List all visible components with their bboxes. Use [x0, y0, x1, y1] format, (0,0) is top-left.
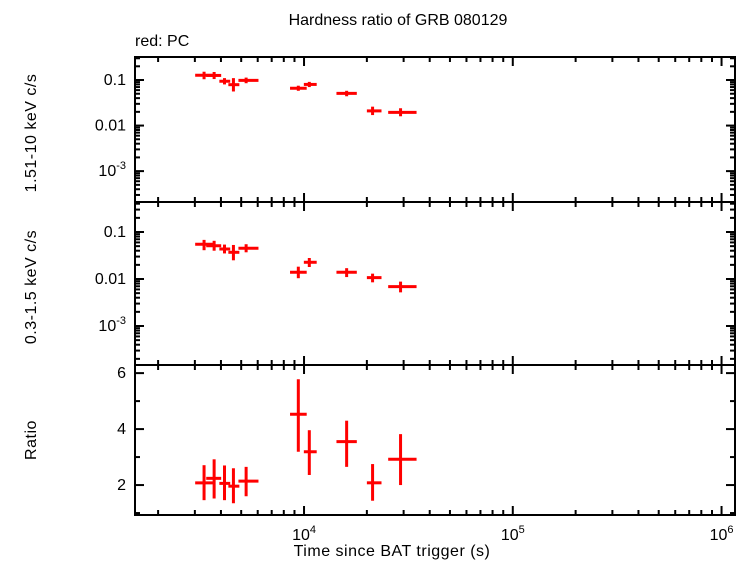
- x-tick-label: 104: [292, 524, 316, 544]
- data-point: [228, 468, 240, 504]
- data-point: [238, 244, 259, 253]
- y-axis-label-hard-band: 1.51-10 keV c/s: [23, 74, 40, 193]
- panel-frames: [134, 56, 736, 516]
- data-point: [303, 257, 317, 268]
- y-tick-label: 0.01: [95, 118, 126, 135]
- data-point: [388, 434, 417, 486]
- y-axis-label-soft-band: 0.3-1.5 keV c/s: [23, 230, 40, 344]
- data-points: [195, 71, 417, 504]
- x-tick-label: 105: [501, 524, 525, 544]
- data-point: [219, 465, 231, 501]
- data-point: [219, 78, 231, 85]
- data-point: [195, 465, 214, 501]
- data-point: [336, 420, 357, 467]
- y-axis-label-ratio: Ratio: [23, 420, 40, 460]
- data-point: [238, 77, 259, 84]
- data-point: [228, 78, 240, 92]
- data-point: [366, 464, 382, 501]
- chart-title: Hardness ratio of GRB 080129: [289, 12, 508, 29]
- y-tick-label: 4: [117, 421, 126, 438]
- y-tick-label: 6: [117, 365, 126, 382]
- data-point: [290, 85, 307, 91]
- y-tick-label: 10-3: [98, 160, 126, 180]
- panel-frame-soft-band-rate: [134, 201, 736, 366]
- y-tick-label: 0.1: [104, 224, 126, 241]
- data-point: [206, 459, 222, 499]
- data-point: [219, 244, 231, 254]
- data-point: [195, 239, 214, 251]
- data-point: [336, 90, 357, 97]
- x-tick-label: 106: [710, 524, 734, 544]
- x-axis-label: Time since BAT trigger (s): [294, 543, 491, 560]
- mode-annotation: red: PC: [135, 33, 189, 50]
- data-point: [206, 71, 222, 80]
- data-point: [388, 281, 417, 293]
- y-tick-label: 0.1: [104, 72, 126, 89]
- data-point: [336, 268, 357, 278]
- data-point: [290, 266, 307, 279]
- y-tick-label: 10-3: [98, 315, 126, 335]
- data-point: [303, 430, 317, 475]
- data-point: [206, 240, 222, 251]
- y-tick-label: 2: [117, 477, 126, 494]
- data-point: [366, 273, 382, 283]
- data-point: [238, 466, 259, 497]
- data-point: [228, 244, 240, 261]
- tick-labels: 0.1 0.01 10-3 0.1 0.01 10-3 2 4 6 104 105 106: [95, 72, 734, 544]
- axis-ticks: [135, 57, 735, 515]
- data-point: [290, 379, 307, 452]
- data-point: [388, 108, 417, 117]
- y-tick-label: 0.01: [95, 271, 126, 288]
- data-point: [303, 81, 317, 88]
- panel-frame-hardness-ratio: [134, 364, 736, 516]
- data-point: [366, 106, 382, 116]
